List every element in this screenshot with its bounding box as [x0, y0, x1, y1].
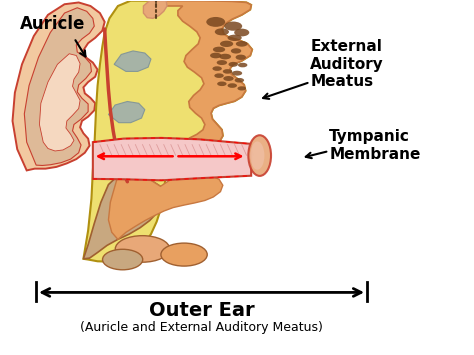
- Text: Auricle: Auricle: [19, 15, 85, 33]
- Polygon shape: [109, 173, 223, 239]
- Polygon shape: [147, 1, 252, 155]
- Ellipse shape: [161, 243, 207, 266]
- Text: Tympanic
Membrane: Tympanic Membrane: [329, 130, 420, 162]
- Ellipse shape: [214, 73, 224, 78]
- Ellipse shape: [248, 135, 271, 176]
- Polygon shape: [12, 2, 105, 170]
- Ellipse shape: [206, 17, 225, 27]
- Ellipse shape: [212, 66, 222, 71]
- Ellipse shape: [224, 22, 242, 31]
- Ellipse shape: [236, 55, 246, 60]
- Ellipse shape: [220, 41, 233, 47]
- Ellipse shape: [223, 76, 234, 81]
- Ellipse shape: [217, 82, 227, 86]
- Polygon shape: [83, 174, 165, 259]
- Ellipse shape: [210, 53, 221, 58]
- Polygon shape: [114, 51, 151, 71]
- Ellipse shape: [115, 236, 170, 262]
- Ellipse shape: [228, 35, 242, 41]
- Polygon shape: [39, 54, 80, 151]
- Ellipse shape: [228, 83, 237, 88]
- Polygon shape: [144, 1, 167, 18]
- Polygon shape: [83, 1, 252, 262]
- Text: (Auricle and External Auditory Meatus): (Auricle and External Auditory Meatus): [80, 321, 323, 334]
- Ellipse shape: [228, 62, 238, 67]
- Polygon shape: [102, 153, 136, 174]
- Ellipse shape: [236, 41, 247, 47]
- Ellipse shape: [235, 78, 244, 83]
- Ellipse shape: [231, 48, 241, 54]
- Text: Outer Ear: Outer Ear: [149, 301, 255, 320]
- Ellipse shape: [217, 60, 227, 65]
- Ellipse shape: [234, 29, 249, 37]
- Ellipse shape: [213, 47, 225, 52]
- Ellipse shape: [232, 71, 242, 76]
- Text: External
Auditory
Meatus: External Auditory Meatus: [310, 39, 384, 89]
- Ellipse shape: [250, 141, 264, 170]
- Ellipse shape: [215, 28, 229, 36]
- Ellipse shape: [219, 54, 231, 59]
- Ellipse shape: [238, 63, 247, 67]
- Polygon shape: [109, 102, 145, 123]
- Ellipse shape: [237, 86, 246, 91]
- Ellipse shape: [102, 249, 143, 270]
- Polygon shape: [93, 138, 251, 180]
- Ellipse shape: [223, 69, 232, 74]
- Polygon shape: [24, 8, 94, 165]
